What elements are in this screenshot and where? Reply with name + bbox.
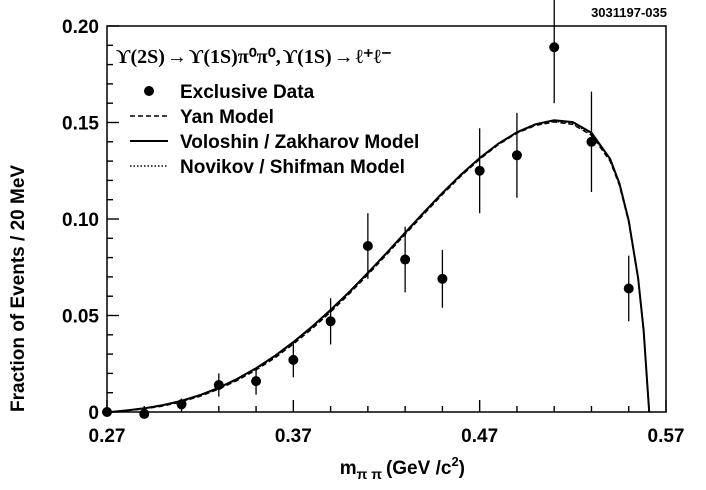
x-axis-title-units: (GeV /c	[386, 458, 452, 479]
title-decay1-products: ϒ(1S)π⁰π⁰,	[189, 46, 281, 68]
data-point	[325, 316, 336, 327]
data-point	[437, 273, 448, 284]
title-arrow-2: →	[334, 46, 354, 68]
data-point	[176, 399, 187, 410]
title-decay2: ϒ(1S)	[283, 46, 332, 68]
figure-id: 3031197-035	[591, 5, 667, 20]
x-tick-labels: 0.27 0.37 0.47 0.57	[89, 426, 685, 447]
y-tick-label: 0.15	[62, 114, 99, 135]
title-decay2-products: ℓ⁺ℓ⁻	[356, 46, 392, 68]
y-axis-title: Fraction of Events / 20 MeV	[8, 165, 29, 412]
legend: Exclusive Data Yan Model Voloshin / Zakh…	[130, 82, 419, 178]
x-tick-label: 0.37	[275, 426, 312, 447]
data-point	[586, 136, 597, 147]
y-tick-label: 0	[88, 403, 99, 424]
data-point	[251, 376, 262, 387]
x-tick-label: 0.27	[89, 426, 126, 447]
y-tick-label: 0.10	[62, 210, 99, 231]
data-point	[213, 379, 224, 390]
y-tick-label: 0.20	[62, 17, 99, 38]
x-axis-title: mπ π (GeV /c2)	[340, 454, 465, 482]
legend-marker-data	[144, 86, 154, 96]
data-point	[511, 150, 522, 161]
x-axis-title-m: m	[340, 458, 357, 479]
title-arrow-1: →	[167, 46, 187, 68]
data-point	[623, 283, 634, 294]
data-point	[288, 354, 299, 365]
x-tick-label: 0.47	[461, 426, 498, 447]
x-axis-title-sub: π π	[357, 466, 383, 482]
data-point	[139, 408, 150, 419]
legend-label-data: Exclusive Data	[180, 82, 315, 103]
legend-label-yan: Yan Model	[180, 107, 274, 128]
legend-label-novikov: Novikov / Shifman Model	[180, 157, 405, 178]
data-point	[549, 42, 560, 53]
title-decay1: ϒ(2S)	[116, 46, 165, 68]
chart-title: ϒ(2S) → ϒ(1S)π⁰π⁰, ϒ(1S) → ℓ⁺ℓ⁻	[116, 46, 392, 68]
data-point	[400, 254, 411, 265]
y-tick-label: 0.05	[62, 307, 99, 328]
data-points	[102, 0, 634, 419]
data-point	[474, 165, 485, 176]
legend-label-voloshin: Voloshin / Zakharov Model	[180, 132, 419, 153]
x-tick-label: 0.57	[648, 426, 685, 447]
y-tick-labels: 0 0.05 0.10 0.15 0.20	[62, 17, 99, 424]
data-point	[362, 241, 373, 252]
data-point	[102, 407, 112, 417]
x-axis-title-close: )	[459, 458, 465, 479]
x-axis-title-sup: 2	[451, 454, 458, 469]
